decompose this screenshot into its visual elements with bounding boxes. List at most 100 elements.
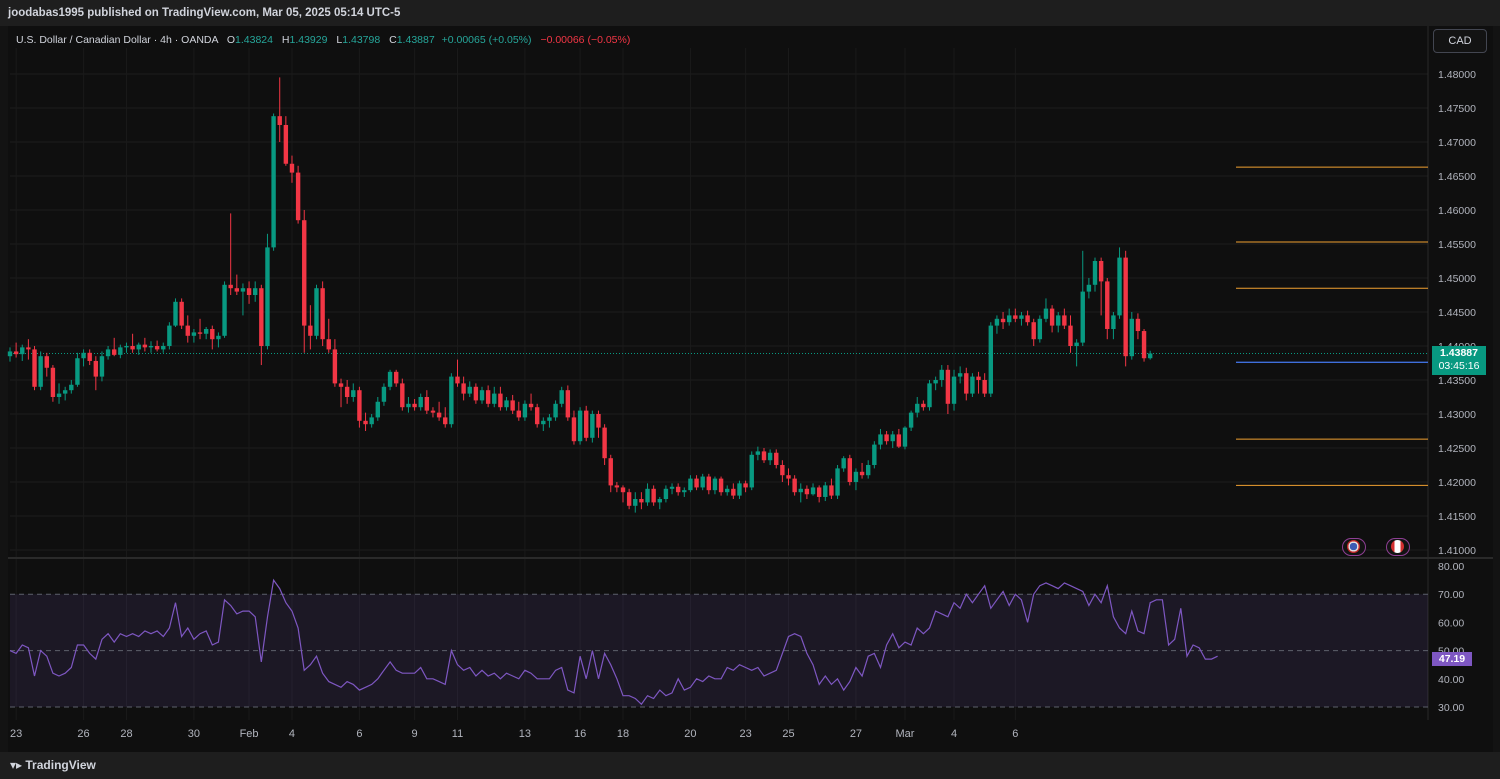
rsi-tick-label: 40.00 xyxy=(1438,674,1464,686)
candle-body xyxy=(479,390,485,401)
candle-body xyxy=(688,478,693,491)
candle-body xyxy=(271,116,276,248)
candle-body xyxy=(663,488,669,499)
candle-body xyxy=(332,349,338,384)
candle-body xyxy=(988,325,993,394)
candle-body xyxy=(620,487,626,493)
candle-body xyxy=(1080,291,1085,343)
candle-body xyxy=(93,360,99,377)
candle-body xyxy=(1111,315,1116,329)
candle-body xyxy=(1135,318,1141,332)
candle-body xyxy=(485,390,491,404)
candle-body xyxy=(853,471,859,482)
candle-body xyxy=(841,458,846,469)
candle-body xyxy=(890,434,895,442)
last-price-tag: 1.43887 03:45:16 xyxy=(1432,346,1486,375)
candle-body xyxy=(197,332,203,334)
candle-body xyxy=(130,346,135,350)
candle-body xyxy=(675,486,681,493)
candle-body xyxy=(516,410,521,418)
us-flag-icon[interactable] xyxy=(1342,538,1366,556)
candle-body xyxy=(657,499,662,503)
candle-body xyxy=(455,376,460,384)
candle-body xyxy=(608,458,613,486)
candle-body xyxy=(547,417,552,421)
candle-body xyxy=(38,356,43,387)
candle-body xyxy=(964,373,969,394)
candle-body xyxy=(99,356,105,377)
candle-body xyxy=(933,380,938,384)
candle-body xyxy=(118,347,123,355)
candle-body xyxy=(847,458,853,482)
open-value: 1.43824 xyxy=(235,34,273,46)
candle-body xyxy=(700,476,705,488)
candle-body xyxy=(718,478,724,493)
chart-area[interactable] xyxy=(8,26,1493,752)
candle-body xyxy=(1000,318,1006,323)
rsi-panel xyxy=(9,578,1428,708)
candle-body xyxy=(565,390,571,418)
candle-body xyxy=(161,346,166,350)
symbol-title[interactable]: U.S. Dollar / Canadian Dollar · 4h · OAN… xyxy=(16,34,218,46)
candle-body xyxy=(1031,322,1036,340)
candle-body xyxy=(706,476,712,491)
candle-body xyxy=(387,371,393,387)
candle-body xyxy=(614,485,620,488)
candle-body xyxy=(473,386,479,401)
candle-body xyxy=(406,403,411,408)
candle-body xyxy=(1123,257,1128,357)
low-label: L xyxy=(336,34,343,46)
price-tick-label: 1.41000 xyxy=(1438,545,1476,557)
candle-body xyxy=(259,288,264,346)
time-tick-label: 16 xyxy=(574,728,586,740)
candle-body xyxy=(381,386,387,402)
candle-body xyxy=(393,371,399,384)
candle-body xyxy=(522,403,528,418)
candle-body xyxy=(13,351,19,355)
candle-body xyxy=(596,414,601,428)
candle-body xyxy=(816,487,822,497)
time-tick-label: 25 xyxy=(782,728,794,740)
time-tick-label: 30 xyxy=(188,728,200,740)
candle-body xyxy=(112,349,117,355)
candle-body xyxy=(1062,315,1067,326)
time-tick-label: 26 xyxy=(77,728,89,740)
candle-body xyxy=(749,454,754,488)
candle-body xyxy=(590,414,595,438)
candle-body xyxy=(823,485,828,497)
candle-body xyxy=(559,390,564,404)
candle-body xyxy=(32,349,37,387)
candle-body xyxy=(314,288,319,336)
candle-body xyxy=(1074,342,1079,346)
price-axis: 1.48000 1.47500 1.47000 1.46500 1.46000 1.455… xyxy=(1438,69,1476,714)
candle-body xyxy=(7,351,13,357)
price-tick-label: 1.43000 xyxy=(1438,409,1476,421)
candle-body xyxy=(633,499,638,506)
candle-body xyxy=(804,488,810,495)
candles xyxy=(7,77,1153,513)
ca-flag-icon[interactable] xyxy=(1386,538,1410,556)
candle-body xyxy=(1025,315,1030,323)
ca-flag-dot-icon xyxy=(1391,540,1404,553)
ohlc-legend: U.S. Dollar / Canadian Dollar · 4h · OAN… xyxy=(16,34,630,46)
bar-countdown: 03:45:16 xyxy=(1438,360,1480,372)
time-tick-label: 4 xyxy=(289,728,295,740)
candle-body xyxy=(20,347,25,355)
published-text: joodabas1995 published on TradingView.co… xyxy=(8,7,401,19)
candle-body xyxy=(1049,308,1055,326)
candle-body xyxy=(295,172,301,221)
candle-body xyxy=(810,487,816,495)
candle-body xyxy=(418,397,423,408)
candle-body xyxy=(75,358,80,385)
time-axis: 23 26 28 30 Feb 4 6 9 11 13 16 18 20 23 25 27 Mar 4 6 xyxy=(10,728,1018,740)
candle-body xyxy=(786,475,791,479)
candle-body xyxy=(571,417,577,442)
candle-body xyxy=(498,393,503,408)
candle-body xyxy=(344,386,350,397)
currency-button[interactable]: CAD xyxy=(1433,29,1487,53)
tradingview-logo[interactable]: ▾▸ TradingView xyxy=(10,758,96,772)
price-tick-label: 1.45000 xyxy=(1438,273,1476,285)
candle-body xyxy=(1141,331,1147,359)
candle-body xyxy=(283,125,289,164)
